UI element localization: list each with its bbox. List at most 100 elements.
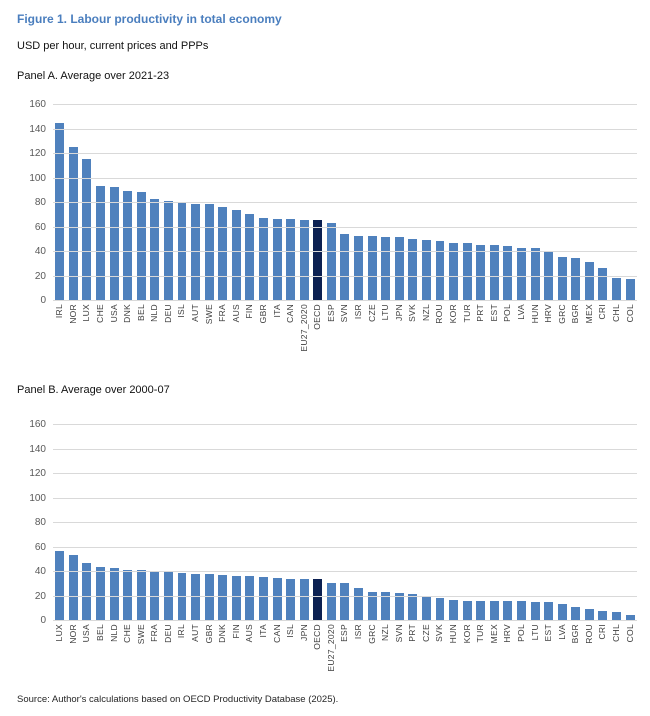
- bar-slot: [623, 425, 637, 621]
- x-tick-label: ESP: [325, 304, 336, 322]
- x-tick-cell: IRL: [53, 304, 67, 370]
- bar-slot: [148, 105, 162, 301]
- bar-GBR: [258, 217, 268, 301]
- x-tick-label: ISR: [353, 304, 363, 320]
- bar-slot: [216, 425, 230, 621]
- bar-ISR: [354, 587, 363, 621]
- x-tick-cell: CAN: [270, 624, 284, 690]
- x-tick-label: TUR: [475, 624, 486, 643]
- x-tick-label: ISL: [285, 624, 296, 638]
- x-tick-label: EST: [488, 304, 499, 322]
- bar-slot: [230, 425, 244, 621]
- x-tick-cell: OECD: [311, 304, 325, 370]
- x-tick-cell: BGR: [569, 304, 583, 370]
- bar-CZE: [421, 596, 431, 621]
- bar-SVN: [394, 592, 404, 621]
- x-tick-label: EU27_2020: [325, 624, 336, 672]
- x-tick-cell: TUR: [460, 304, 474, 370]
- x-tick-label: PRT: [475, 304, 486, 322]
- x-tick-label: FRA: [149, 624, 160, 642]
- x-tick-cell: FIN: [230, 624, 244, 690]
- bar-slot: [325, 105, 339, 301]
- bar-AUS: [245, 576, 255, 621]
- bar-AUT: [191, 204, 201, 301]
- bar-slot: [433, 425, 447, 621]
- gridline: [53, 275, 637, 277]
- bar-EU27_2020: [299, 220, 309, 301]
- bar-slot: [148, 425, 162, 621]
- bar-slot: [94, 105, 108, 301]
- x-tick-label: PRT: [407, 624, 418, 642]
- gridline: [53, 226, 637, 228]
- x-tick-cell: LUX: [80, 304, 94, 370]
- bar-CHE: [96, 185, 105, 301]
- x-tick-cell: SWE: [202, 304, 216, 370]
- bar-CAN: [272, 577, 282, 621]
- panel-a-chart: 0 20 40 60 80 100 120 140 160: [17, 100, 637, 306]
- x-tick-cell: CHE: [94, 304, 108, 370]
- panel-b-y-axis: 0 20 40 60 80 100 120 140 160: [17, 420, 53, 626]
- x-tick-label: AUT: [190, 304, 201, 322]
- gridline: [53, 473, 637, 474]
- x-tick-label: ROU: [583, 624, 594, 644]
- y-tick-label: 160: [29, 99, 46, 110]
- x-tick-cell: DEU: [162, 624, 176, 690]
- bar-BGR: [571, 258, 581, 301]
- bar-FRA: [218, 206, 228, 301]
- bar-slot: [270, 105, 284, 301]
- y-tick-label: 140: [29, 123, 46, 135]
- x-tick-label: ESP: [339, 624, 350, 642]
- x-tick-label: FIN: [230, 624, 241, 639]
- bar-slot: [175, 105, 189, 301]
- bar-slot: [569, 105, 583, 301]
- y-tick-label: 40: [34, 566, 46, 577]
- panel-b-x-axis-labels: LUX NOR USA BEL NLD CHE SWE FRA DEU IRL AUT GBR DNK F…: [53, 624, 637, 690]
- bar-slot: [610, 425, 624, 621]
- bar-SVN: [340, 233, 350, 301]
- bar-slot: [162, 105, 176, 301]
- bar-slot: [501, 105, 515, 301]
- gridline: [53, 153, 637, 154]
- x-tick-label: BEL: [135, 304, 146, 321]
- x-tick-label: SVN: [339, 304, 350, 323]
- x-tick-label: CAN: [271, 624, 282, 643]
- x-tick-label: USA: [108, 304, 119, 323]
- bar-OECD: [313, 220, 323, 301]
- y-tick-label: 0: [40, 615, 46, 626]
- bar-TUR: [476, 600, 486, 621]
- x-tick-cell: USA: [80, 624, 94, 690]
- bar-GRC: [557, 256, 567, 301]
- x-tick-label: GBR: [257, 304, 268, 324]
- bar-slot: [257, 425, 271, 621]
- bar-ROU: [435, 240, 445, 301]
- x-tick-label: ISR: [353, 624, 363, 640]
- gridline: [53, 546, 637, 548]
- x-tick-label: AUS: [230, 304, 241, 323]
- x-tick-label: BEL: [95, 624, 106, 641]
- x-tick-cell: KOR: [447, 304, 461, 370]
- x-tick-label: HRV: [502, 624, 513, 643]
- x-tick-cell: NLD: [148, 304, 162, 370]
- x-tick-cell: DNK: [121, 304, 135, 370]
- bar-LUX: [55, 551, 65, 621]
- x-tick-cell: CHE: [121, 624, 135, 690]
- x-tick-label: OECD: [312, 304, 323, 330]
- bar-ITA: [258, 576, 268, 621]
- x-tick-label: KOR: [448, 304, 459, 324]
- bar-slot: [515, 105, 529, 301]
- x-tick-cell: CZE: [420, 624, 434, 690]
- bar-TUR: [462, 243, 472, 301]
- bar-slot: [230, 105, 244, 301]
- x-tick-cell: SVN: [392, 624, 406, 690]
- x-tick-cell: NLD: [107, 624, 121, 690]
- x-tick-cell: NZL: [379, 624, 393, 690]
- x-tick-label: COL: [624, 304, 635, 323]
- x-tick-label: LVA: [556, 624, 567, 640]
- panel-b-plot-area: [53, 424, 637, 621]
- bar-AUS: [231, 210, 241, 301]
- x-tick-cell: JPN: [392, 304, 406, 370]
- bar-slot: [338, 105, 352, 301]
- bar-KOR: [462, 600, 472, 621]
- bar-slot: [420, 425, 434, 621]
- bar-IRL: [55, 123, 65, 301]
